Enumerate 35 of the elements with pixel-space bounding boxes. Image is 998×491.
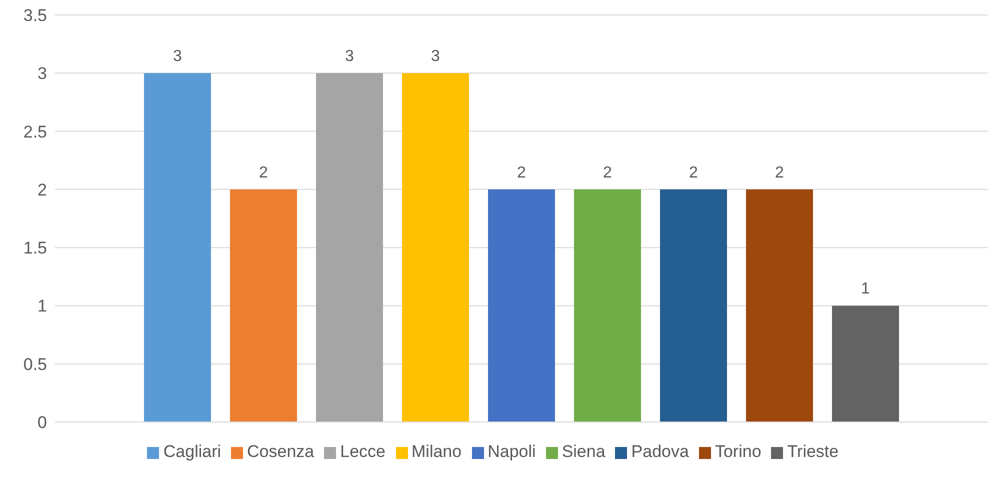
data-label: 2 [775,164,784,182]
bar [574,189,641,422]
legend-label: Milano [412,442,462,461]
y-tick-label: 1.5 [23,238,47,258]
data-label: 2 [689,164,698,182]
bar [488,189,555,422]
data-label: 2 [603,164,612,182]
bar [832,306,899,422]
y-tick-label: 1 [38,296,47,316]
data-label: 3 [345,48,354,66]
data-label: 1 [861,280,870,298]
legend-label: Cagliari [163,442,222,461]
y-tick-label: 3.5 [23,6,47,26]
bar [144,73,211,422]
y-tick-label: 0 [38,413,47,432]
data-label: 3 [173,48,182,66]
legend-label: Trieste [787,442,839,461]
y-tick-label: 2.5 [23,122,47,142]
bar [316,73,383,422]
y-tick-label: 2 [38,180,47,200]
bar [746,189,813,422]
bar [402,73,469,422]
legend-label: Siena [562,442,606,461]
data-label: 3 [431,48,440,66]
legend-label: Padova [631,442,689,461]
data-label: 2 [517,164,526,182]
legend-label: Cosenza [247,442,314,461]
legend-label: Lecce [340,442,386,461]
bar [660,189,727,422]
legend-label: Napoli [488,442,536,461]
bar [230,189,297,422]
legend-label: Torino [714,442,762,461]
y-tick-label: 0.5 [23,354,47,374]
y-tick-label: 3 [38,64,47,84]
data-label: 2 [259,164,268,182]
